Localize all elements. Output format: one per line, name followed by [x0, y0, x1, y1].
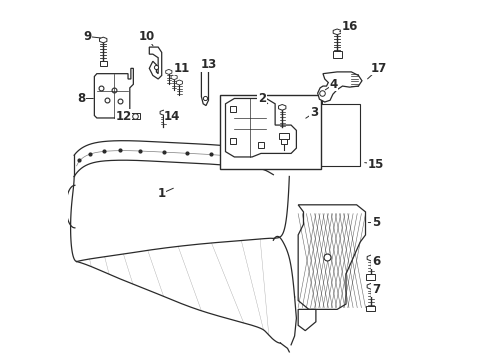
Polygon shape	[176, 80, 182, 85]
Text: 3: 3	[310, 106, 318, 119]
Polygon shape	[278, 104, 286, 110]
Polygon shape	[201, 61, 208, 105]
Text: 14: 14	[164, 110, 180, 123]
Bar	[220, 95, 321, 169]
Text: 5: 5	[372, 216, 380, 229]
Text: 12: 12	[116, 110, 132, 123]
Bar	[366, 274, 375, 280]
Text: 11: 11	[174, 62, 190, 75]
Polygon shape	[99, 37, 107, 43]
Polygon shape	[95, 68, 133, 118]
Polygon shape	[318, 72, 362, 102]
Polygon shape	[298, 205, 366, 309]
Polygon shape	[160, 110, 167, 115]
Text: 1: 1	[158, 187, 166, 200]
Bar	[333, 51, 342, 58]
Text: 10: 10	[138, 30, 154, 43]
Text: 6: 6	[372, 255, 380, 268]
Text: 13: 13	[201, 58, 217, 71]
Text: 15: 15	[368, 158, 384, 171]
Text: 4: 4	[329, 78, 338, 91]
Bar	[130, 113, 140, 120]
Text: 7: 7	[372, 283, 380, 296]
Polygon shape	[367, 283, 374, 289]
Text: 9: 9	[83, 30, 92, 43]
Polygon shape	[298, 309, 316, 330]
Bar	[99, 61, 107, 66]
Bar	[319, 104, 360, 166]
Polygon shape	[171, 75, 177, 80]
Bar	[366, 306, 375, 311]
Text: 8: 8	[77, 92, 85, 105]
Polygon shape	[166, 69, 172, 75]
Polygon shape	[333, 29, 341, 35]
Polygon shape	[225, 99, 296, 157]
Polygon shape	[367, 255, 374, 261]
Text: 17: 17	[371, 62, 387, 75]
Text: 16: 16	[342, 21, 358, 33]
Polygon shape	[149, 47, 162, 79]
Text: 2: 2	[258, 92, 266, 105]
Bar	[279, 132, 289, 139]
